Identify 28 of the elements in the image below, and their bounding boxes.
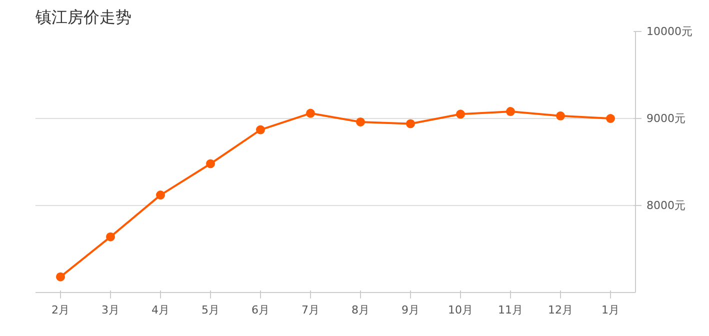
x-tick-label: 7月 <box>302 304 320 316</box>
point <box>156 190 165 200</box>
point <box>106 232 115 242</box>
y-tick-label: 8000元 <box>646 199 686 212</box>
x-tick-label: 6月 <box>252 304 270 316</box>
point <box>356 117 365 126</box>
x-tick-label: 5月 <box>202 304 220 316</box>
x-tick-label: 2月 <box>52 304 70 316</box>
point <box>56 272 65 282</box>
point <box>306 108 315 118</box>
x-tick-label: 12月 <box>548 304 573 316</box>
x-tick-label: 4月 <box>152 304 170 316</box>
point <box>556 111 565 120</box>
y-tick-label: 10000元 <box>646 25 692 38</box>
point <box>456 110 465 119</box>
chart-title: 镇江房价走势 <box>34 8 132 26</box>
point <box>256 125 265 134</box>
x-tick-label: 8月 <box>352 304 370 316</box>
point <box>206 159 215 168</box>
x-tick-label: 1月 <box>602 304 620 316</box>
point <box>406 119 415 128</box>
y-tick-label: 9000元 <box>646 112 686 125</box>
point <box>606 114 615 123</box>
x-tick-label: 3月 <box>102 304 120 316</box>
x-tick-label: 10月 <box>448 304 473 316</box>
x-tick-label: 11月 <box>498 304 523 316</box>
point <box>506 107 515 116</box>
x-tick-label: 9月 <box>402 304 420 316</box>
